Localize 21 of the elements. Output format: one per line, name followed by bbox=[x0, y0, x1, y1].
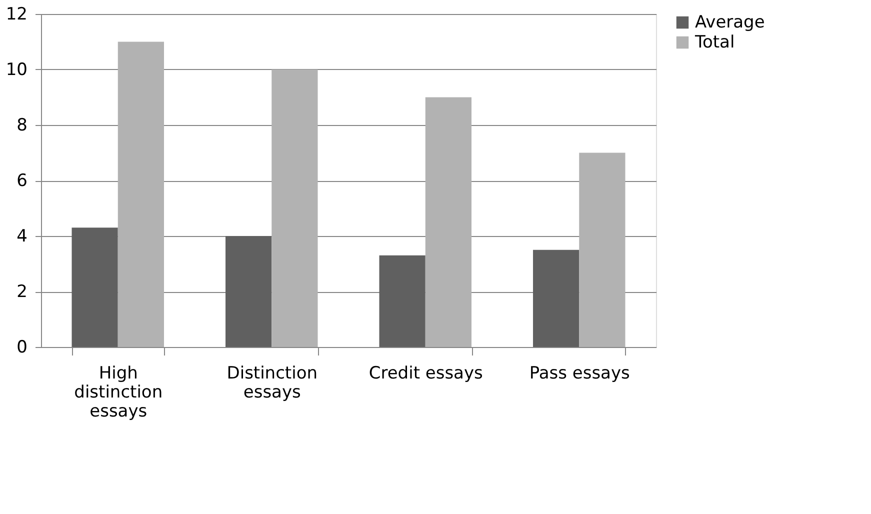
bar bbox=[272, 70, 318, 347]
y-tick-label: 4 bbox=[16, 226, 28, 246]
bar bbox=[533, 250, 580, 347]
bar bbox=[425, 97, 472, 347]
x-tick-label: Pass essays bbox=[529, 364, 630, 384]
bar bbox=[72, 228, 118, 347]
y-tick-label: 0 bbox=[16, 338, 28, 358]
y-tick-label: 8 bbox=[16, 116, 28, 136]
legend-label: Total bbox=[694, 32, 735, 52]
y-tick-label: 12 bbox=[6, 4, 28, 24]
bar bbox=[118, 42, 164, 347]
legend-label: Average bbox=[695, 12, 765, 32]
bar bbox=[579, 152, 626, 347]
bar bbox=[379, 255, 426, 347]
x-tick-label: High distinction essays bbox=[74, 364, 163, 422]
bar bbox=[226, 236, 272, 347]
y-tick-label: 2 bbox=[16, 282, 28, 302]
x-tick-label: Distinction essays bbox=[226, 364, 318, 402]
x-tick-label: Credit essays bbox=[368, 364, 484, 384]
y-tick-label: 10 bbox=[6, 60, 28, 80]
y-tick-label: 6 bbox=[16, 171, 28, 191]
